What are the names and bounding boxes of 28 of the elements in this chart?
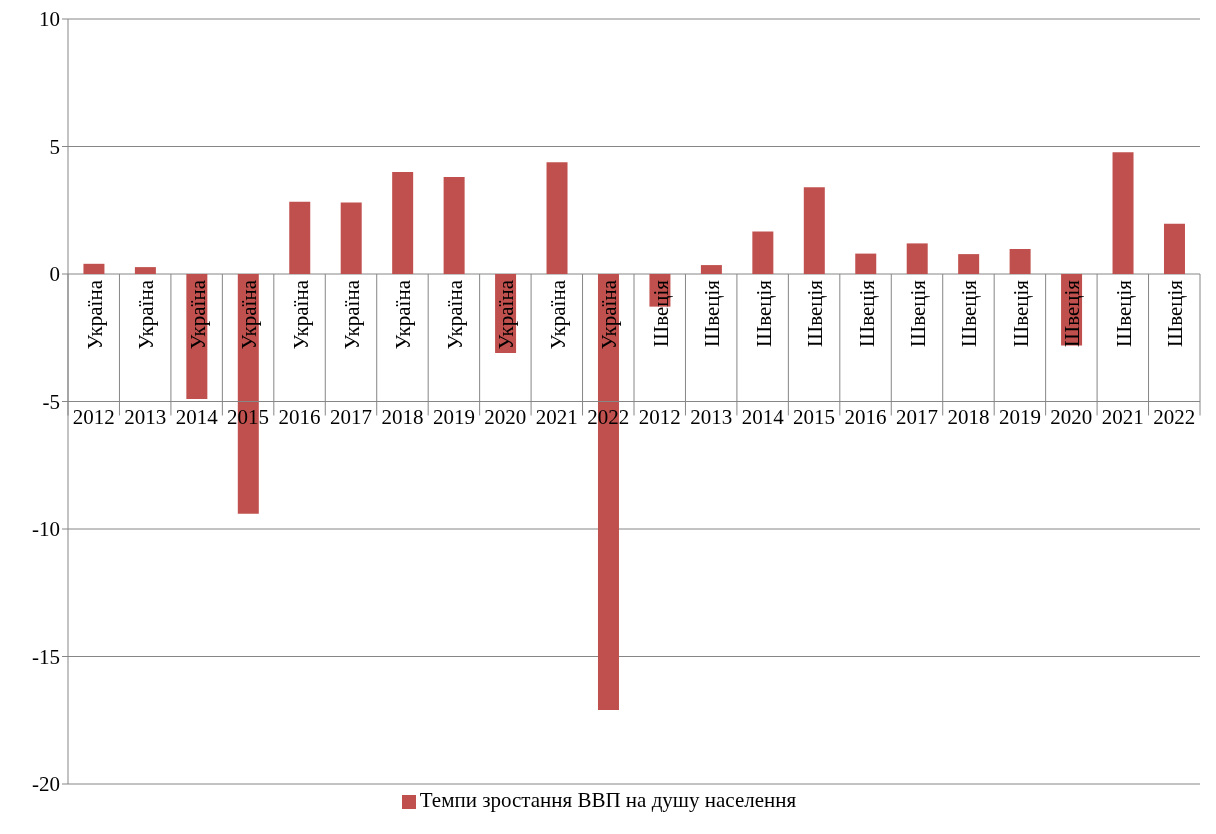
y-tick-label: -20 [32, 772, 60, 797]
category-label: Швеція 2018 [947, 280, 990, 429]
y-tick-label: -15 [32, 644, 60, 669]
category-label: Україна 2013 [124, 280, 167, 429]
category-label: Швеція 2021 [1101, 280, 1144, 429]
category-label: Швеція 2013 [690, 280, 733, 429]
y-tick-label: 0 [49, 262, 60, 287]
y-tick-label: -5 [42, 389, 60, 414]
legend-label: Темпи зростання ВВП на душу населення [419, 788, 797, 812]
category-label: Швеція 2012 [638, 280, 681, 429]
category-label: Україна 2017 [330, 280, 372, 429]
category-label: Україна 2020 [484, 280, 527, 429]
category-label: Україна 2018 [381, 280, 424, 429]
category-label: Швеція 2022 [1153, 280, 1196, 429]
category-label: Україна 2014 [175, 280, 218, 429]
category-label: Швеція 2016 [844, 280, 887, 429]
category-label: Швеція 2015 [793, 280, 836, 429]
category-label: Швеція 2020 [1050, 280, 1093, 429]
category-label: Швеція 2019 [998, 280, 1041, 429]
category-label: Україна 2021 [535, 280, 578, 429]
y-tick-label: 5 [49, 134, 60, 159]
y-tick-label: -10 [32, 517, 60, 542]
category-label: Україна 2019 [432, 280, 475, 429]
category-label: Україна 2016 [278, 280, 321, 429]
y-tick-label: 10 [39, 7, 60, 32]
category-label: Україна 2012 [72, 280, 115, 429]
category-label: Швеція 2017 [896, 280, 938, 429]
category-label: Швеція 2014 [741, 280, 784, 429]
